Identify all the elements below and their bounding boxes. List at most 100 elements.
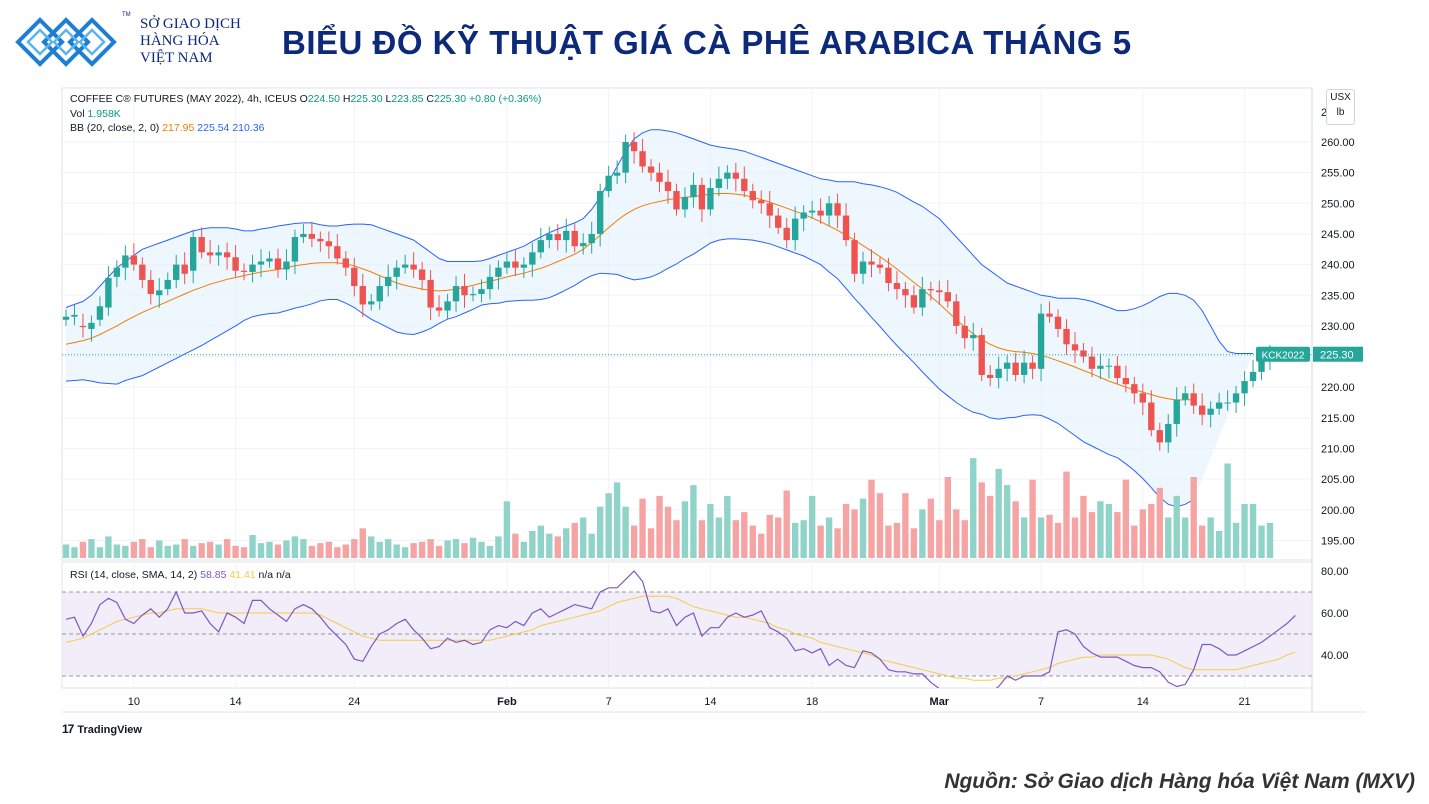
candle-body xyxy=(732,172,740,179)
volume-bar xyxy=(325,541,333,558)
candle-body xyxy=(690,184,697,198)
volume-bar xyxy=(546,533,553,558)
candle-body xyxy=(1207,408,1214,415)
volume-bar xyxy=(435,545,443,558)
candle-body xyxy=(351,267,358,287)
volume-bar xyxy=(1029,479,1036,558)
candle-body xyxy=(62,316,70,320)
candle-body xyxy=(1249,371,1257,382)
candle-body xyxy=(495,267,502,277)
volume-bar xyxy=(656,495,663,558)
candle-body xyxy=(486,276,494,290)
candle-body xyxy=(1215,402,1223,409)
volume-bar xyxy=(359,528,366,558)
volume-bar xyxy=(724,495,731,558)
candle-body xyxy=(936,290,943,293)
volume-bar xyxy=(775,517,782,558)
volume-bar xyxy=(1148,504,1155,558)
volume-bar xyxy=(1071,517,1079,558)
volume-bar xyxy=(885,525,892,558)
price-unit-selector[interactable]: USX lb xyxy=(1326,89,1355,125)
volume-bar xyxy=(910,528,918,558)
bb-basis-line xyxy=(65,193,1194,401)
volume-bar xyxy=(1054,522,1062,558)
candle-body xyxy=(461,286,468,296)
volume-bar xyxy=(1198,525,1206,558)
tradingview-brand: TradingView xyxy=(77,724,142,736)
legend-volume: 1.958K xyxy=(87,108,121,120)
price-tick-label: 235.00 xyxy=(1321,290,1355,302)
tradingview-mark-icon: 17 xyxy=(62,722,74,736)
candle-body xyxy=(1224,402,1231,404)
candle-body xyxy=(257,261,265,265)
candle-body xyxy=(893,282,901,290)
volume-bar xyxy=(1182,517,1189,558)
volume-bar xyxy=(1122,479,1130,558)
volume-bar xyxy=(868,479,875,558)
price-tick-label: 260.00 xyxy=(1321,137,1355,149)
price-tick-label: 200.00 xyxy=(1321,505,1355,517)
candle-body xyxy=(410,264,417,270)
legend-high: 225.30 xyxy=(350,93,383,105)
volume-bar xyxy=(1258,525,1265,558)
candle-body xyxy=(1165,423,1172,443)
volume-bar xyxy=(164,545,171,558)
candle-body xyxy=(1054,316,1062,329)
price-tick-label: 210.00 xyxy=(1321,444,1355,456)
candle-body xyxy=(1139,393,1146,403)
volume-bar xyxy=(461,543,468,558)
volume-bar xyxy=(859,498,867,558)
volume-bar xyxy=(1131,525,1138,558)
volume-bar xyxy=(529,531,536,558)
volume-bar xyxy=(766,514,773,558)
candle-body xyxy=(987,374,994,379)
time-tick-label: 14 xyxy=(704,696,716,708)
legend-bb-lower: 210.36 xyxy=(232,122,265,134)
candle-body xyxy=(1232,393,1240,403)
volume-bar xyxy=(758,533,765,558)
time-tick-label: 24 xyxy=(348,696,360,708)
candle-body xyxy=(164,279,171,290)
candle-body xyxy=(724,172,731,179)
candle-body xyxy=(783,227,790,241)
candle-body xyxy=(130,255,138,265)
volume-bar xyxy=(130,541,138,558)
candle-body xyxy=(342,258,349,268)
volume-bar xyxy=(147,547,154,558)
volume-bar xyxy=(953,509,960,558)
volume-bar xyxy=(808,495,816,558)
candle-body xyxy=(1131,384,1138,394)
candle-body xyxy=(554,233,561,241)
legend-symbol: COFFEE C® FUTURES (MAY 2022), 4h, ICEUS xyxy=(70,93,297,105)
candle-body xyxy=(1122,378,1130,385)
currency-label: USX xyxy=(1330,92,1351,103)
volume-bar xyxy=(240,547,248,558)
volume-bar xyxy=(1241,504,1248,558)
candle-body xyxy=(944,292,951,302)
candle-body xyxy=(240,270,248,272)
candle-body xyxy=(291,237,299,262)
candle-body xyxy=(401,264,409,268)
volume-bar xyxy=(342,544,349,558)
candle-body xyxy=(910,295,918,308)
candle-body xyxy=(970,335,977,339)
volume-bars xyxy=(62,458,1274,558)
volume-bar xyxy=(1190,477,1197,558)
candle-body xyxy=(503,261,511,268)
time-tick-label: 7 xyxy=(1038,696,1044,708)
volume-bar xyxy=(105,536,112,558)
volume-bar xyxy=(715,517,723,558)
volume-bar xyxy=(970,458,977,558)
volume-bar xyxy=(317,543,324,558)
price-tick-label: 230.00 xyxy=(1321,321,1355,333)
volume-bar xyxy=(198,543,205,558)
candle-body xyxy=(147,279,154,295)
price-tick-label: 195.00 xyxy=(1321,535,1355,547)
volume-bar xyxy=(639,498,646,558)
volume-bar xyxy=(495,536,502,558)
rsi-tick-label: 80.00 xyxy=(1321,566,1349,578)
candle-body xyxy=(817,210,824,216)
candle-body xyxy=(529,252,536,265)
volume-bar xyxy=(1003,485,1011,558)
